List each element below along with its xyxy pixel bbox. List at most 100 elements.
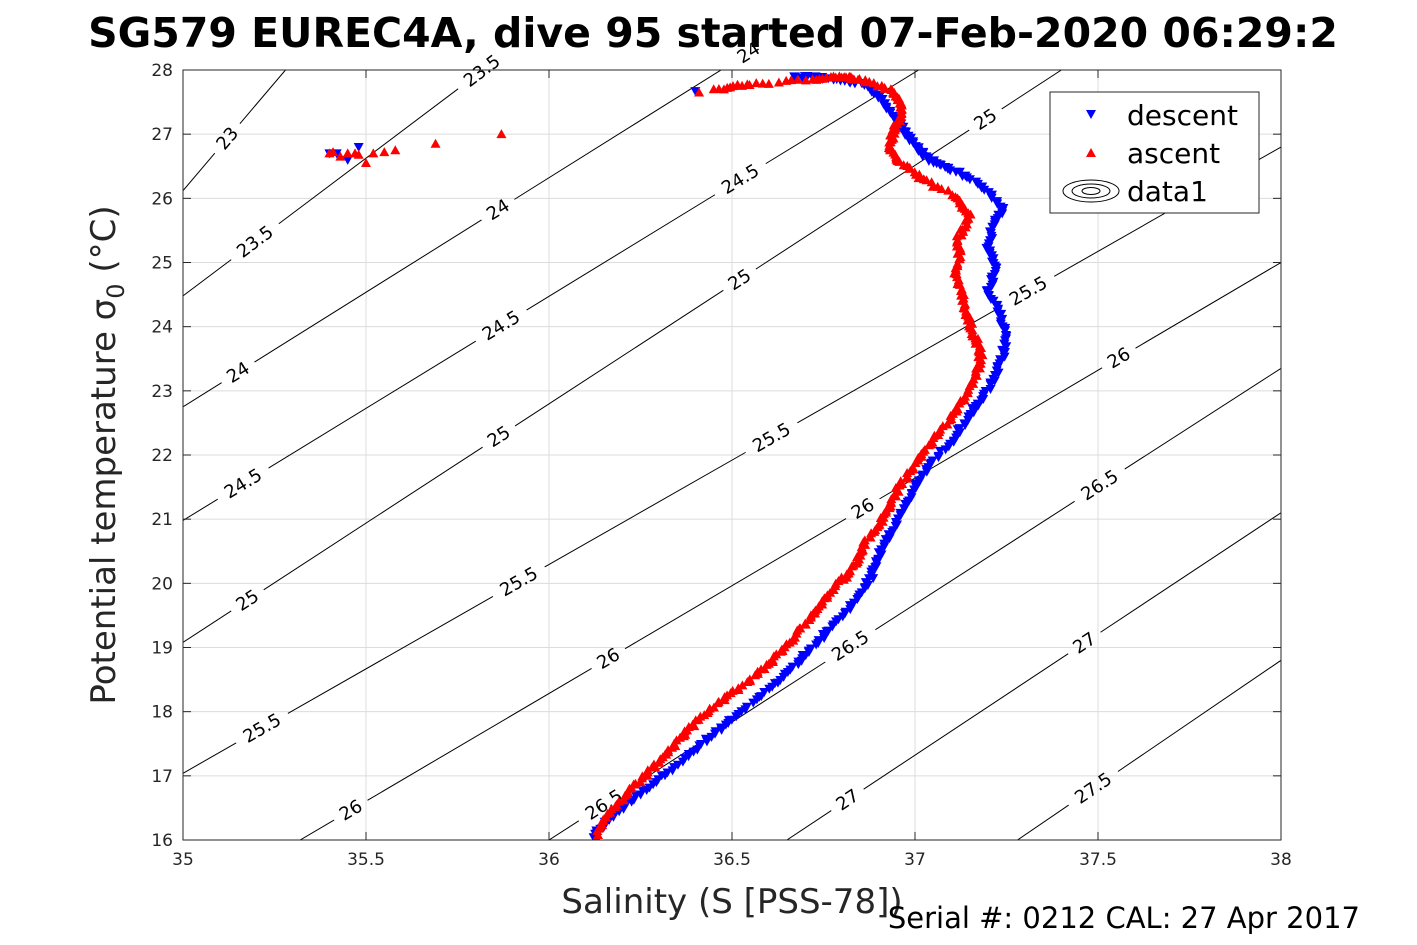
contour-line-25 [514, 289, 724, 427]
ascent-point [800, 75, 811, 85]
contour-line-26.5 [548, 820, 580, 840]
descent-point [805, 644, 816, 654]
contour-line-25 [1001, 70, 1062, 110]
ascent-point [342, 148, 353, 158]
contour-line-23 [183, 152, 216, 191]
x-tick-label: 38 [1270, 850, 1292, 870]
contour-line-27.5 [1017, 804, 1069, 840]
y-tick-label: 24 [151, 318, 173, 338]
descent-point [797, 73, 808, 83]
descent-point [715, 723, 726, 733]
ascent-point [781, 75, 792, 85]
ascent-point [737, 680, 748, 690]
y-tick-label: 27 [151, 125, 173, 145]
x-tick-label: 36.5 [713, 850, 751, 870]
ascent-point [890, 482, 901, 492]
legend-ascent-marker [1086, 148, 1096, 157]
legend: descent ascent data1 [1049, 91, 1260, 214]
legend-box [1049, 91, 1260, 214]
x-tick-label: 37.5 [1079, 850, 1117, 870]
descent-point [992, 197, 1003, 207]
ascent-point [361, 158, 371, 168]
ascent-point [771, 649, 782, 659]
ascent-point [379, 147, 390, 157]
descent-point [787, 662, 798, 672]
contour-line-26 [624, 518, 847, 650]
y-tick-label: 22 [151, 446, 173, 466]
ascent-point [956, 284, 967, 294]
legend-ascent-label: ascent [1127, 137, 1220, 170]
descent-point [353, 143, 364, 152]
legend-contour-marker [1062, 179, 1120, 203]
x-tick-label: 35 [172, 850, 194, 870]
descent-point [726, 715, 737, 725]
data-series [324, 71, 1012, 840]
ascent-point [895, 476, 906, 486]
contour-line-25 [755, 129, 970, 270]
legend-descent-marker [1086, 110, 1096, 119]
ascent-point [733, 683, 744, 693]
ascent-point [974, 341, 985, 351]
descent-point [342, 155, 353, 165]
contour-line-26 [1135, 262, 1281, 349]
descent-point [884, 534, 895, 544]
ascent-point [324, 148, 335, 158]
descent-point [954, 424, 965, 434]
ascent-point [390, 145, 401, 155]
descent-point [951, 167, 962, 177]
ascent-point [807, 74, 818, 84]
contour-line-26.5 [875, 500, 1075, 631]
ascent-point [368, 148, 379, 158]
y-tick-label: 23 [151, 382, 173, 402]
y-tick-label: 26 [151, 189, 173, 209]
y-tick-label: 20 [151, 574, 173, 594]
contour-line-24.5 [268, 340, 476, 469]
contour-line-27 [863, 653, 1069, 790]
contour-line-23 [239, 70, 286, 124]
axis-ticks: 35 35.5 36 36.5 37 37.5 38 16 17 18 19 20 21 22 23 24 25… [151, 61, 1291, 870]
contour-line-27 [1100, 512, 1281, 633]
descent-point [741, 702, 752, 712]
y-tick-label: 17 [151, 767, 173, 787]
contour-line-24 [254, 219, 482, 363]
ascent-point [773, 77, 784, 87]
descent-point [710, 727, 721, 737]
contour-line-25 [183, 610, 232, 643]
contour-line-23.5 [183, 259, 232, 297]
descent-point [813, 636, 824, 646]
descent-point [845, 605, 856, 615]
descent-point [927, 456, 938, 466]
contour-line-24.5 [526, 194, 716, 311]
ascent-point [430, 138, 441, 148]
contour-line-24 [514, 70, 722, 200]
ascent-point [708, 84, 719, 94]
descent-point [662, 768, 673, 778]
ascent-point [350, 148, 361, 158]
y-tick-label: 19 [151, 639, 173, 659]
descent-point [971, 177, 982, 187]
ascent-point [795, 623, 806, 633]
descent-point [935, 446, 946, 456]
ascent-point [496, 129, 507, 139]
y-tick-label: 18 [151, 703, 173, 723]
y-axis-label: Potential temperature σ0 (°C) [84, 205, 130, 704]
ascent-point [335, 151, 346, 161]
ascent-point [792, 74, 803, 84]
descent-point [789, 72, 800, 82]
legend-data1-label: data1 [1127, 175, 1208, 208]
x-tick-label: 36 [538, 850, 560, 870]
contour-line-26 [367, 667, 592, 801]
y-tick-label: 16 [151, 831, 173, 851]
contour-line-25.5 [183, 742, 237, 774]
y-tick-label: 28 [151, 61, 173, 81]
ascent-point [663, 745, 674, 755]
descent-point [700, 734, 711, 744]
descent-point [1000, 330, 1011, 340]
descent-point [823, 626, 834, 636]
contour-line-24 [183, 382, 222, 408]
contour-line-26 [299, 819, 335, 840]
contour-line-27.5 [1117, 659, 1281, 772]
contour-line-26.5 [1124, 367, 1281, 470]
y-tick-label: 25 [151, 254, 173, 274]
